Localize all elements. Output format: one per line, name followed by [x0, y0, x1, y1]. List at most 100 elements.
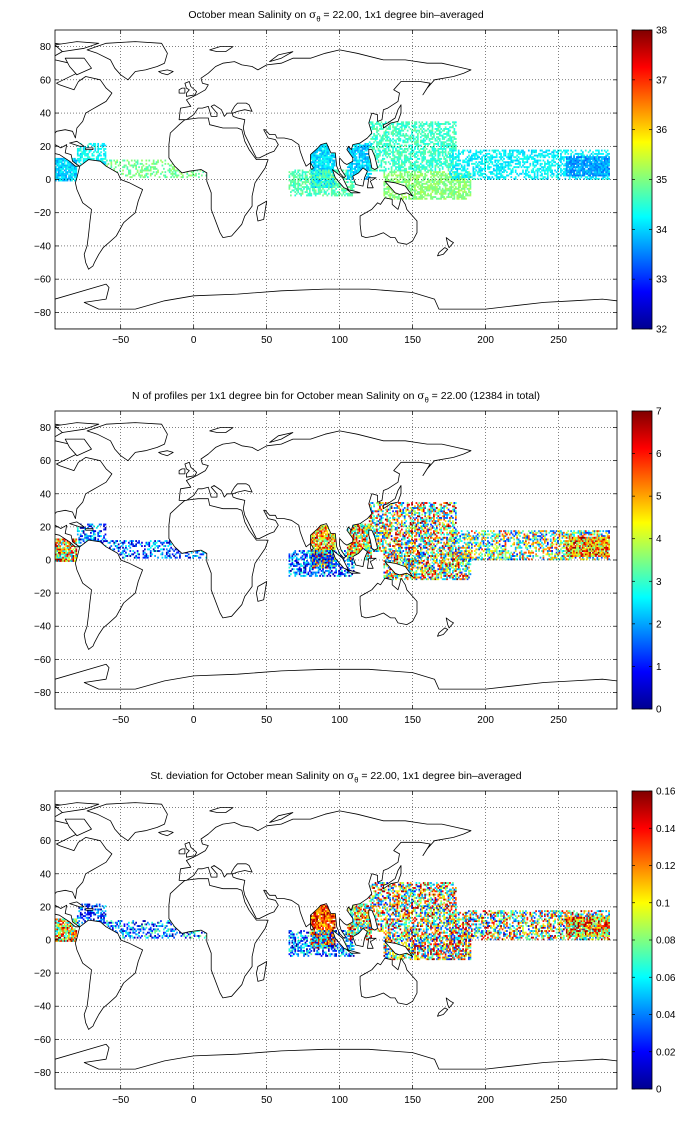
data-cell [330, 159, 333, 162]
data-cell [453, 129, 456, 132]
data-cell [295, 192, 298, 195]
data-cell [412, 189, 415, 192]
data-cell [523, 161, 526, 164]
data-cell [565, 159, 568, 162]
data-cell [408, 166, 410, 169]
data-cell [605, 172, 608, 175]
data-cell [55, 174, 57, 177]
data-cell [487, 176, 489, 179]
data-cell [154, 162, 156, 165]
data-cell [307, 187, 310, 190]
data-cell [68, 558, 70, 561]
data-cell [430, 194, 432, 197]
data-cell [406, 123, 409, 125]
data-cell [400, 181, 403, 184]
data-cell [301, 177, 304, 180]
data-cell [487, 152, 489, 155]
data-cell [430, 172, 432, 175]
data-cell [91, 157, 94, 160]
data-cell [365, 156, 368, 159]
data-cell [68, 543, 70, 546]
data-cell [349, 174, 352, 177]
data-cell [351, 162, 354, 165]
data-cell [542, 154, 545, 157]
data-cell [574, 161, 577, 164]
data-cell [418, 124, 421, 127]
data-cell [294, 176, 297, 179]
data-cell [479, 152, 482, 155]
data-cell [405, 179, 408, 182]
data-cell [400, 147, 403, 150]
data-cell [431, 164, 434, 167]
data-cell [462, 196, 464, 199]
data-cell [79, 147, 82, 150]
data-cell [431, 146, 434, 149]
data-cell [427, 161, 429, 164]
data-cell [399, 176, 402, 179]
data-cell [600, 174, 603, 177]
data-cell [412, 184, 415, 187]
data-cell [434, 166, 437, 169]
data-cell [508, 162, 511, 165]
data-cell [313, 187, 316, 190]
data-cell [453, 144, 456, 147]
data-cell [66, 553, 69, 556]
data-cell [409, 187, 412, 190]
data-cell [587, 171, 590, 174]
data-cell [322, 156, 324, 159]
data-cell [469, 187, 472, 190]
data-cell [579, 177, 581, 180]
data-cell [605, 171, 608, 174]
data-cell [377, 142, 380, 145]
data-cell [319, 169, 321, 172]
data-cell [408, 196, 410, 199]
data-cell [290, 191, 292, 194]
data-cell [507, 157, 510, 160]
data-cell [463, 159, 466, 162]
data-cell [409, 164, 412, 167]
data-cell [468, 174, 470, 177]
data-cell [500, 157, 502, 160]
data-cell [457, 151, 460, 154]
data-cell [360, 152, 362, 155]
data-cell [76, 152, 79, 155]
data-cell [440, 164, 443, 167]
data-cell [330, 182, 333, 185]
land-sri-lanka [310, 162, 314, 170]
data-cell [132, 174, 135, 177]
data-cell [599, 174, 602, 177]
data-cell [319, 181, 321, 184]
data-cell [377, 123, 380, 125]
data-cell [78, 157, 81, 160]
data-cell [513, 177, 516, 180]
data-cell [327, 166, 330, 169]
data-cell [444, 161, 447, 164]
data-cell [367, 164, 370, 167]
data-cell [447, 132, 450, 135]
data-cell [433, 172, 435, 175]
data-cell [421, 187, 424, 190]
data-cell [68, 550, 70, 552]
data-cell [533, 177, 536, 180]
data-cell [400, 121, 403, 124]
data-cell [323, 172, 326, 175]
data-cell [452, 181, 454, 184]
data-cell [317, 176, 320, 179]
data-cell [473, 171, 476, 174]
data-cell [600, 162, 603, 165]
data-cell [600, 157, 603, 160]
data-cell [491, 162, 494, 165]
data-cell [536, 177, 539, 180]
data-cell [465, 186, 467, 189]
data-cell [349, 187, 352, 190]
data-cell [482, 172, 485, 175]
data-cell [57, 551, 60, 554]
data-cell [332, 152, 335, 155]
data-cell [469, 172, 472, 175]
data-cell [313, 167, 316, 170]
data-cell [538, 152, 540, 155]
data-cell [323, 166, 326, 169]
data-cell [59, 541, 62, 544]
data-cell [419, 172, 422, 175]
data-cell [583, 164, 586, 167]
